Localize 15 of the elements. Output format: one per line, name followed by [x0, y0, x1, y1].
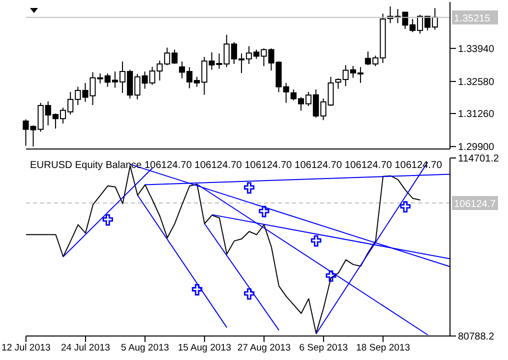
x-tick-label: 12 Jul 2013 — [1, 342, 51, 354]
x-tick-label: 24 Jul 2013 — [60, 342, 110, 354]
ref-line-label: 1.35215 — [454, 13, 491, 24]
y-tick-label: 1.33940 — [458, 44, 495, 55]
y-tick-label: 1.32580 — [458, 77, 495, 88]
x-tick-label: 5 Aug 2013 — [120, 342, 170, 354]
x-tick-label: 18 Sep 2013 — [356, 342, 410, 354]
ref-line-label: 106124.7 — [454, 199, 496, 210]
y-tick-label: 80788.2 — [458, 332, 495, 343]
y-tick-label: 114701.2 — [458, 154, 500, 165]
x-tick-label: 15 Aug 2013 — [178, 342, 232, 354]
x-tick-label: 27 Aug 2013 — [237, 342, 291, 354]
x-tick-label: 6 Sep 2013 — [299, 342, 348, 354]
y-tick-label: 1.31260 — [458, 109, 495, 120]
y-tick-label: 1.29900 — [458, 142, 495, 154]
